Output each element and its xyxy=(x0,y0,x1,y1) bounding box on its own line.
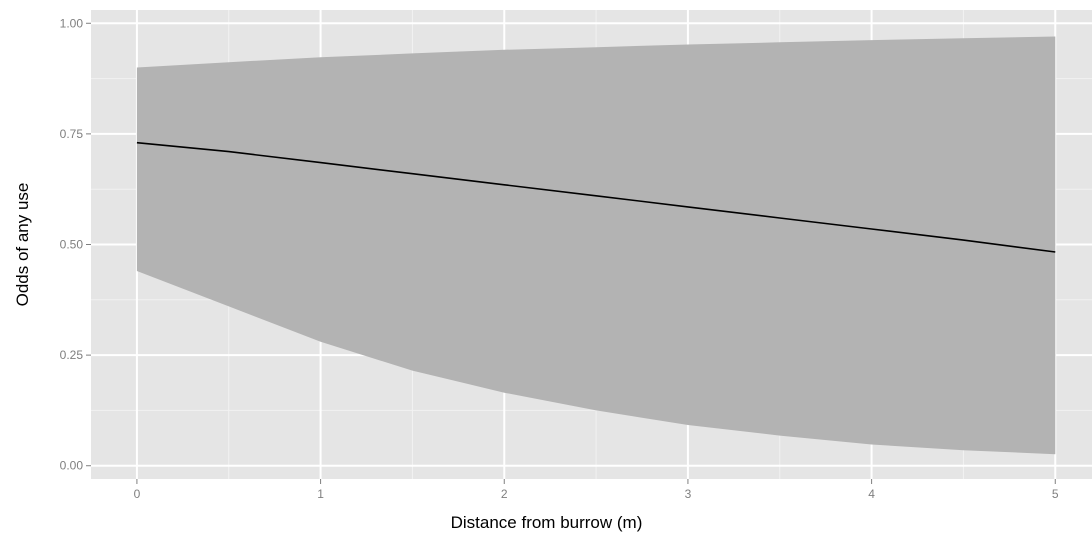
y-tick-label: 0.25 xyxy=(60,348,84,362)
x-axis-title: Distance from burrow (m) xyxy=(451,513,643,532)
y-axis-title: Odds of any use xyxy=(13,183,32,307)
x-tick-label: 0 xyxy=(134,487,141,501)
x-tick-label: 2 xyxy=(501,487,508,501)
x-tick-label: 3 xyxy=(685,487,692,501)
y-tick-label: 0.75 xyxy=(60,127,84,141)
x-tick-label: 4 xyxy=(868,487,875,501)
x-tick-label: 1 xyxy=(317,487,324,501)
y-tick-label: 1.00 xyxy=(60,16,84,30)
confidence-ribbon xyxy=(136,36,1056,455)
x-axis-ticks: 0 1 2 3 4 5 xyxy=(134,479,1059,501)
x-tick-label: 5 xyxy=(1052,487,1059,501)
y-axis-ticks: 0.00 0.25 0.50 0.75 1.00 xyxy=(60,16,91,473)
y-tick-label: 0.00 xyxy=(60,459,84,473)
y-tick-label: 0.50 xyxy=(60,238,84,252)
fitted-line xyxy=(136,141,1056,253)
